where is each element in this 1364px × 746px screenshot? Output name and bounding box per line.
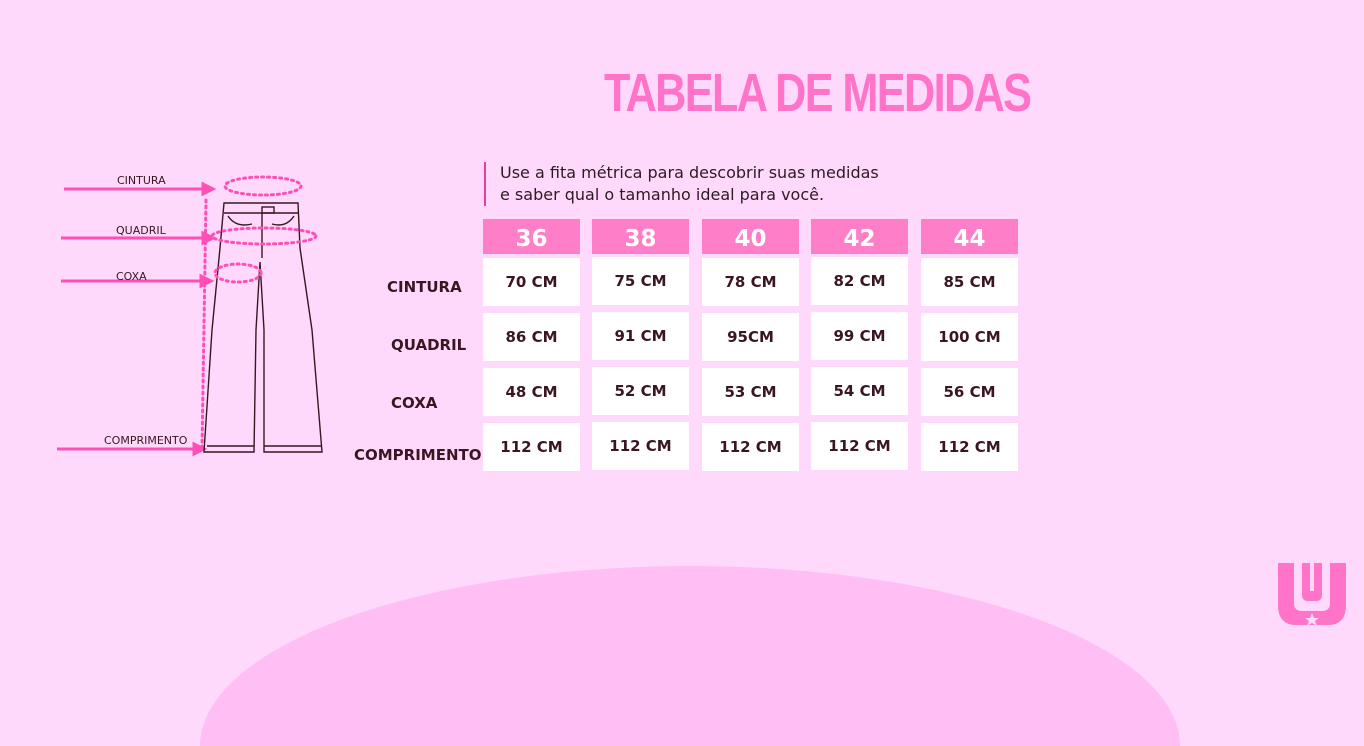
size-header-36: 36 — [483, 219, 580, 254]
instructions-line-1: Use a fita métrica para descobrir suas m… — [500, 163, 879, 182]
table-cell: 112 CM — [483, 423, 580, 471]
brand-logo-icon — [1278, 563, 1346, 626]
table-cell: 112 CM — [811, 422, 908, 470]
row-label-quadril: QUADRIL — [391, 336, 467, 354]
table-cell: 100 CM — [921, 313, 1018, 361]
table-cell: 95CM — [702, 313, 799, 361]
page-title: TABELA DE MEDIDAS — [604, 63, 1032, 123]
table-cell: 75 CM — [592, 257, 689, 305]
row-label-comprimento: COMPRIMENTO — [354, 446, 482, 464]
instructions: Use a fita métrica para descobrir suas m… — [484, 162, 879, 206]
diagram-label-comprimento: COMPRIMENTO — [104, 434, 188, 447]
row-label-cintura: CINTURA — [387, 278, 462, 296]
table-cell: 54 CM — [811, 367, 908, 415]
table-cell: 112 CM — [592, 422, 689, 470]
table-cell: 112 CM — [921, 423, 1018, 471]
table-cell: 99 CM — [811, 312, 908, 360]
table-cell: 53 CM — [702, 368, 799, 416]
row-label-coxa: COXA — [391, 394, 438, 412]
table-cell: 91 CM — [592, 312, 689, 360]
diagram-label-quadril: QUADRIL — [116, 224, 166, 237]
table-cell: 86 CM — [483, 313, 580, 361]
size-header-42: 42 — [811, 219, 908, 254]
table-cell: 78 CM — [702, 258, 799, 306]
table-cell: 85 CM — [921, 258, 1018, 306]
table-cell: 52 CM — [592, 367, 689, 415]
instructions-line-2: e saber qual o tamanho ideal para você. — [500, 185, 825, 204]
size-header-38: 38 — [592, 219, 689, 254]
table-cell: 82 CM — [811, 257, 908, 305]
flare-jeans-icon — [57, 175, 323, 457]
table-cell: 56 CM — [921, 368, 1018, 416]
size-header-44: 44 — [921, 219, 1018, 254]
table-cell: 48 CM — [483, 368, 580, 416]
size-header-40: 40 — [702, 219, 799, 254]
table-cell: 112 CM — [702, 423, 799, 471]
diagram-label-coxa: COXA — [116, 270, 147, 283]
diagram-label-cintura: CINTURA — [117, 174, 166, 187]
decorative-wave — [200, 566, 1180, 746]
table-cell: 70 CM — [483, 258, 580, 306]
